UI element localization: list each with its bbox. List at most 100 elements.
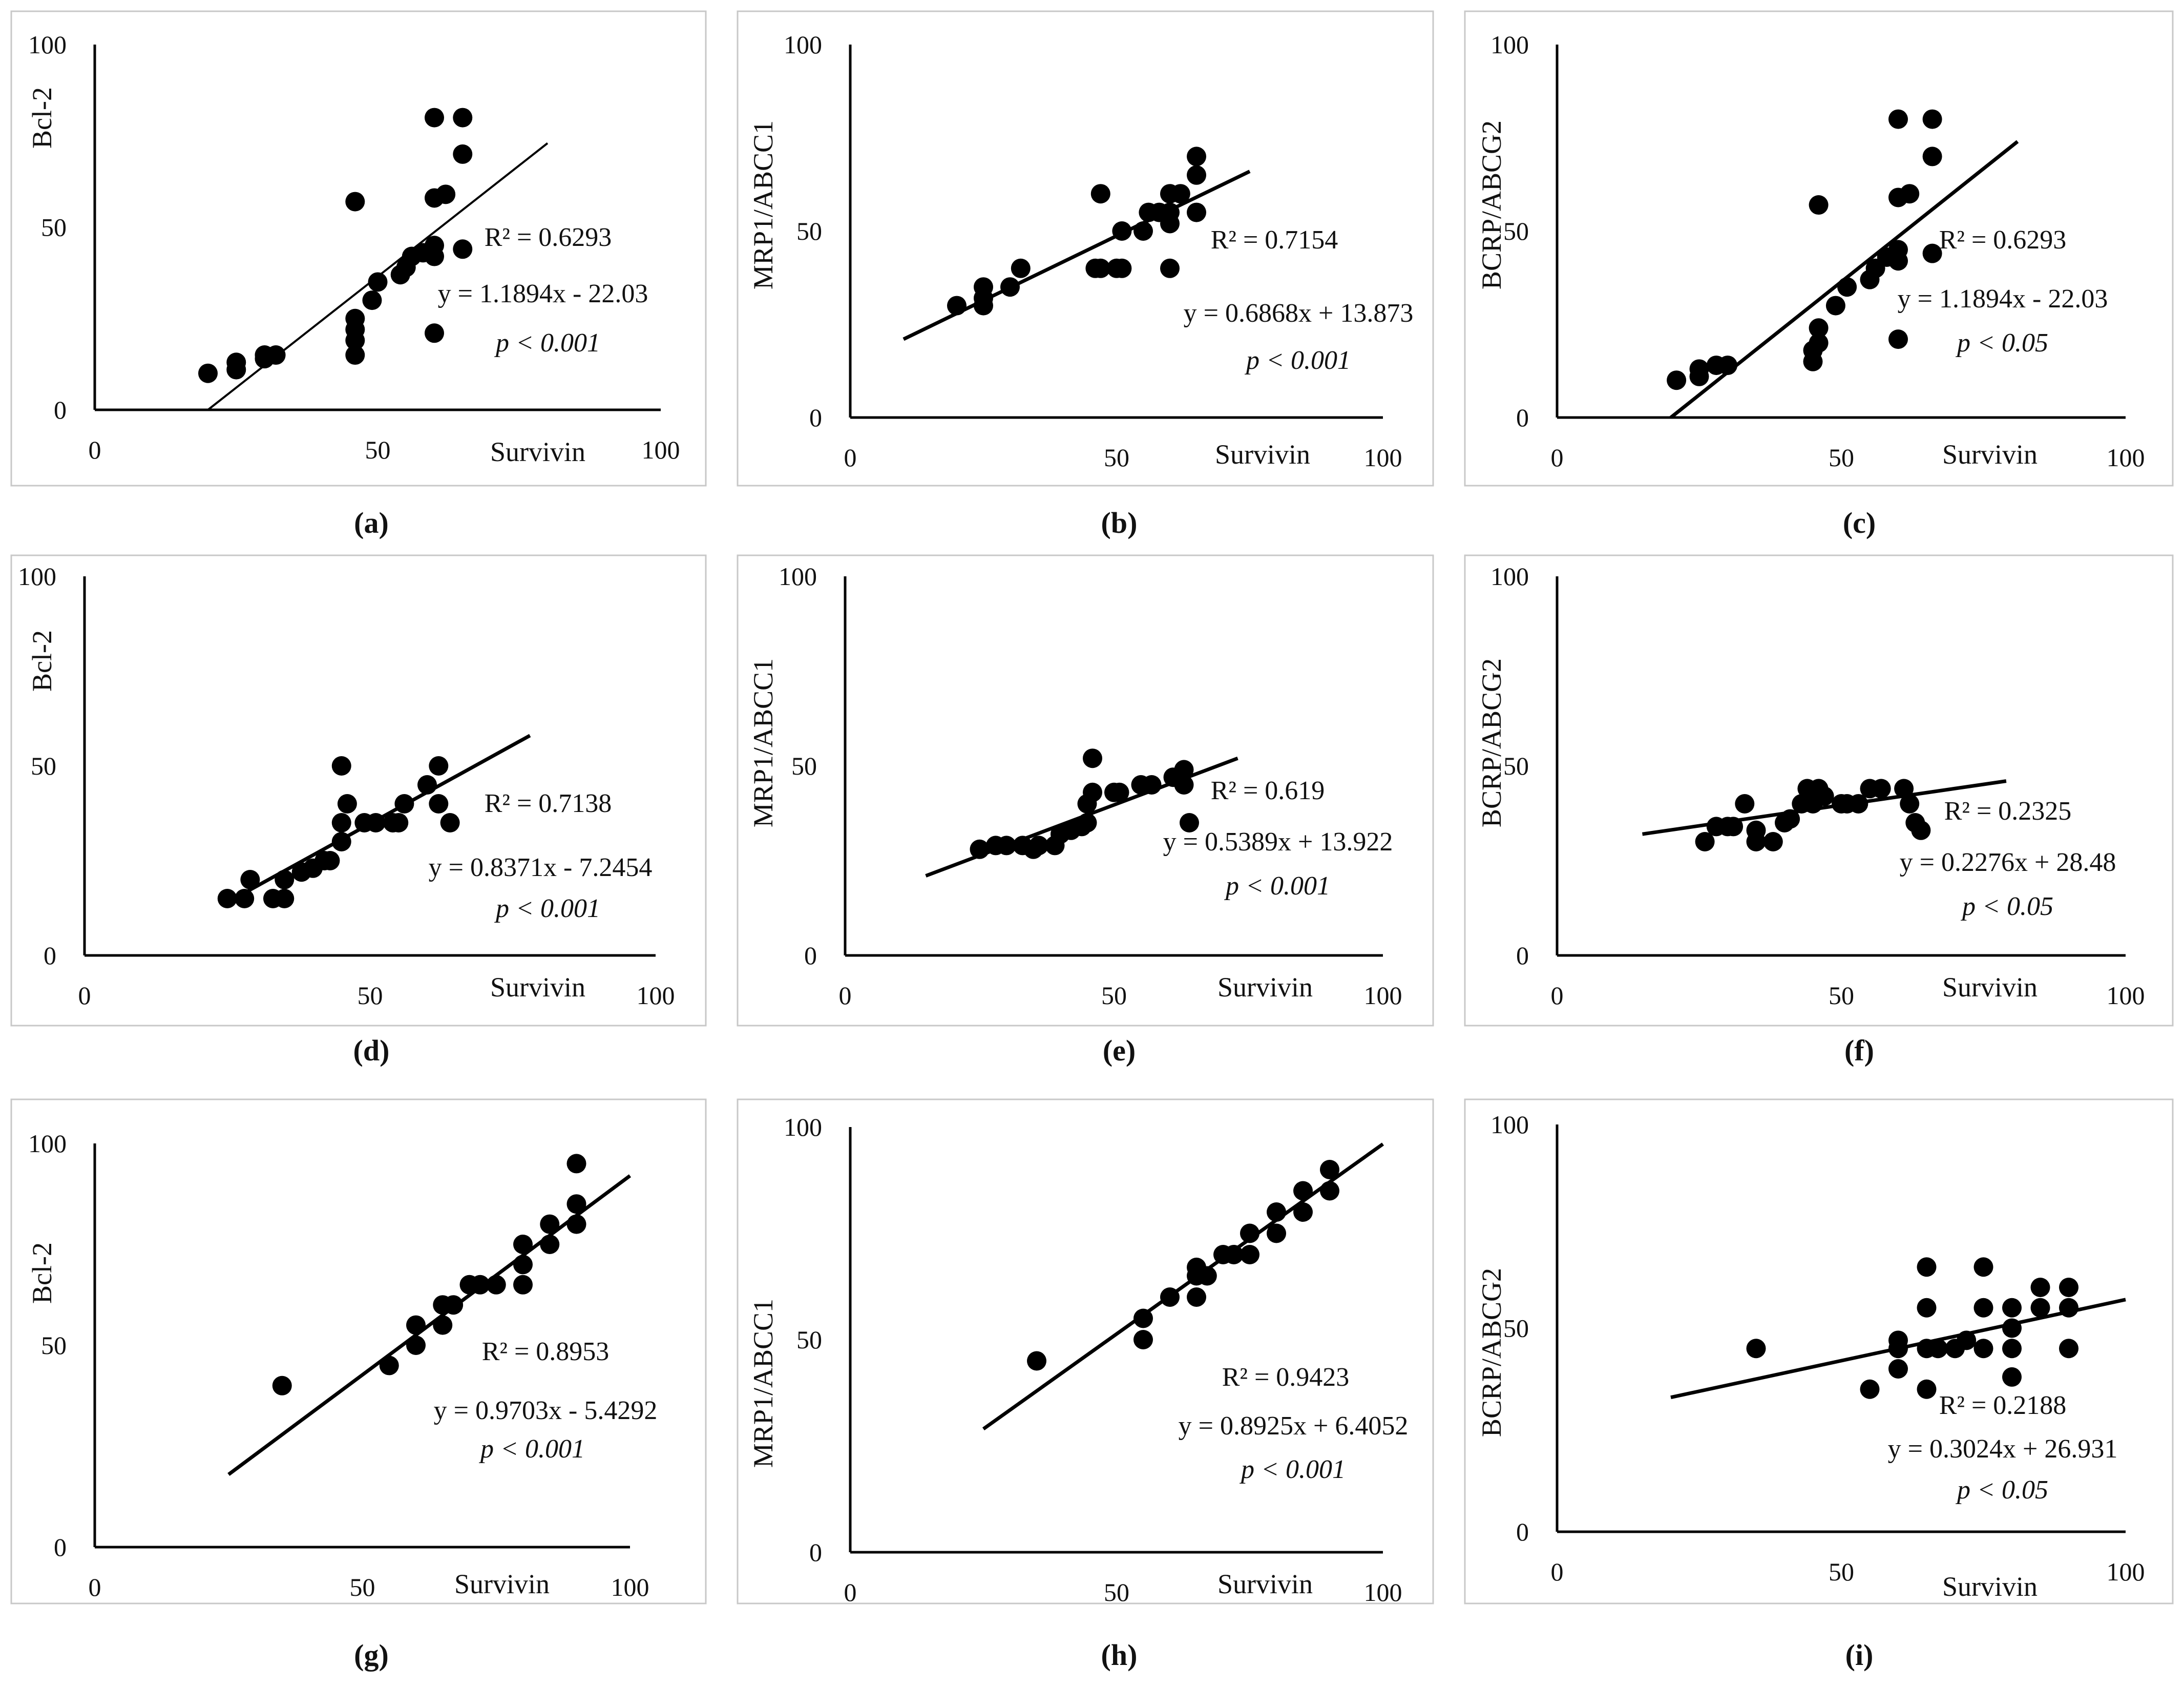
data-point: [1187, 202, 1206, 222]
regression-equation: y = 0.9703x - 5.4292: [434, 1396, 658, 1425]
regression-equation: y = 0.3024x + 26.931: [1888, 1434, 2118, 1464]
data-point: [389, 813, 409, 832]
x-tick-label: 50: [1829, 443, 1854, 472]
data-point: [1320, 1160, 1339, 1179]
data-point: [1142, 775, 1162, 795]
x-tick-label: 100: [637, 981, 675, 1010]
r-squared-annotation: R² = 0.7154: [1211, 225, 1338, 255]
y-axis-label: BCRP/ABCG2: [1476, 1268, 1507, 1437]
data-point: [1160, 258, 1180, 278]
chart-panel-g: 0 50 100 0 50 100 Survivin Bcl-2 R² = 0.8953 y = …: [10, 1098, 707, 1604]
y-axis-label: Bcl-2: [27, 1242, 57, 1304]
data-point: [1894, 779, 1914, 799]
y-axis-label: MRP1/ABCC1: [748, 120, 779, 289]
data-point: [1187, 165, 1206, 185]
data-point: [1814, 786, 1834, 806]
data-point: [379, 1356, 399, 1376]
data-point: [425, 323, 444, 343]
x-axis-label: Survivin: [1217, 972, 1313, 1003]
x-axis-label: Survivin: [490, 972, 585, 1003]
data-point: [1871, 779, 1891, 799]
data-point: [1109, 782, 1129, 802]
data-point: [513, 1255, 533, 1275]
x-tick-label: 0: [78, 981, 91, 1010]
y-axis-label: BCRP/ABCG2: [1476, 120, 1507, 289]
data-point: [1928, 1339, 1948, 1359]
data-point: [362, 290, 382, 310]
panel-label: (d): [353, 1034, 390, 1067]
x-tick-label: 0: [844, 443, 857, 472]
data-point: [513, 1235, 533, 1254]
y-tick-label: 50: [41, 1331, 67, 1360]
data-point: [1240, 1245, 1259, 1264]
data-point: [540, 1214, 560, 1234]
data-point: [266, 345, 286, 365]
data-point: [1083, 748, 1102, 768]
y-axis-label: Bcl-2: [27, 630, 57, 692]
x-axis-label: Survivin: [1217, 1569, 1313, 1599]
data-point: [1780, 809, 1800, 829]
data-point: [453, 108, 473, 128]
data-point: [1911, 820, 1931, 840]
panel-frame: [10, 554, 707, 1027]
chart-panel-e: 0 50 100 0 50 100 Survivin MRP1/ABCC1 R² = 0.619…: [737, 554, 1434, 1027]
x-tick-label: 100: [1364, 443, 1402, 472]
panel-label: (g): [354, 1638, 389, 1672]
p-value-annotation: p < 0.001: [478, 1434, 585, 1464]
data-point: [406, 1315, 426, 1335]
data-point: [1174, 775, 1194, 795]
x-tick-label: 0: [89, 435, 101, 464]
data-point: [198, 363, 218, 383]
y-axis-label: MRP1/ABCC1: [748, 658, 779, 827]
y-tick-label: 100: [18, 562, 56, 591]
data-point: [1746, 1339, 1766, 1359]
y-tick-label: 50: [1503, 1314, 1529, 1343]
data-point: [1888, 1359, 1908, 1379]
y-tick-label: 50: [41, 213, 67, 242]
x-tick-label: 100: [1364, 981, 1402, 1010]
data-point: [1090, 184, 1110, 204]
r-squared-annotation: R² = 0.619: [1211, 776, 1325, 805]
data-point: [1809, 333, 1829, 353]
chart-panel-f: 0 50 100 0 50 100 Survivin BCRP/ABCG2 R² = 0.232…: [1464, 554, 2174, 1027]
x-axis-label: Survivin: [454, 1569, 550, 1599]
data-point: [970, 839, 990, 859]
x-axis-label: Survivin: [1215, 439, 1310, 470]
data-point: [1922, 147, 1942, 166]
data-point: [1160, 202, 1180, 222]
chart-panel-d: 0 50 100 0 50 100 Survivin Bcl-2 R² = 0.7138 y = …: [10, 554, 707, 1027]
r-squared-annotation: R² = 0.2188: [1939, 1391, 2067, 1420]
data-point: [1922, 243, 1942, 263]
data-point: [429, 794, 449, 814]
x-axis-label: Survivin: [490, 436, 585, 467]
data-point: [1090, 258, 1110, 278]
data-point: [275, 889, 295, 908]
data-point: [1724, 817, 1744, 837]
x-tick-label: 100: [2107, 1557, 2145, 1586]
panel-label: (i): [1845, 1638, 1874, 1672]
data-point: [331, 813, 351, 832]
data-point: [486, 1275, 506, 1295]
data-point: [1900, 794, 1920, 814]
regression-equation: y = 0.8371x - 7.2454: [429, 853, 653, 882]
data-point: [1174, 760, 1194, 780]
p-value-annotation: p < 0.05: [1960, 892, 2053, 921]
x-axis-label: Survivin: [1942, 439, 2038, 470]
data-point: [1849, 794, 1868, 814]
data-point: [2030, 1278, 2050, 1297]
trendline: [1642, 779, 2007, 836]
data-point: [1763, 832, 1783, 851]
data-point: [275, 870, 295, 889]
y-tick-label: 100: [784, 1113, 822, 1141]
data-point: [1320, 1181, 1339, 1201]
x-tick-label: 50: [1104, 443, 1129, 472]
x-tick-label: 100: [1364, 1578, 1402, 1607]
data-point: [417, 775, 437, 795]
y-tick-label: 0: [809, 403, 822, 432]
data-point: [331, 756, 351, 776]
trendline: [227, 1174, 632, 1476]
y-tick-label: 100: [779, 562, 817, 591]
y-tick-label: 0: [1516, 403, 1529, 432]
data-point: [1027, 1351, 1046, 1371]
data-point: [997, 836, 1016, 856]
